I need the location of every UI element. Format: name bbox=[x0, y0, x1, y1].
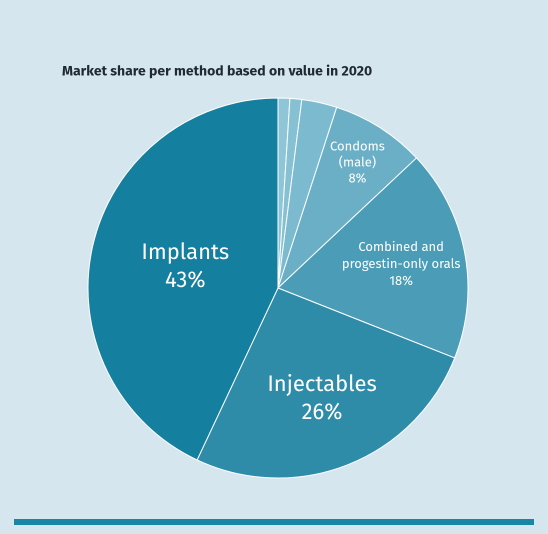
slice-label: Injectables bbox=[267, 370, 376, 397]
value-label: 26% bbox=[302, 398, 343, 425]
slice-label: Condoms bbox=[330, 139, 385, 154]
pie-slice bbox=[277, 157, 469, 359]
slice-label: Combined and bbox=[358, 240, 444, 255]
value-label: 43% bbox=[165, 266, 205, 293]
value-label: 18% bbox=[389, 274, 413, 289]
pie-slice bbox=[196, 287, 456, 479]
slice-label: (male) bbox=[339, 155, 376, 170]
pie-slice bbox=[87, 97, 279, 461]
slice-label: Implants bbox=[141, 238, 229, 265]
pie-slice bbox=[277, 106, 418, 289]
slice-label: progestin-only orals bbox=[342, 257, 461, 272]
chart-title: Market share per method based on value i… bbox=[62, 63, 372, 80]
bottom-bar bbox=[14, 519, 534, 525]
value-label: 8% bbox=[348, 171, 366, 186]
